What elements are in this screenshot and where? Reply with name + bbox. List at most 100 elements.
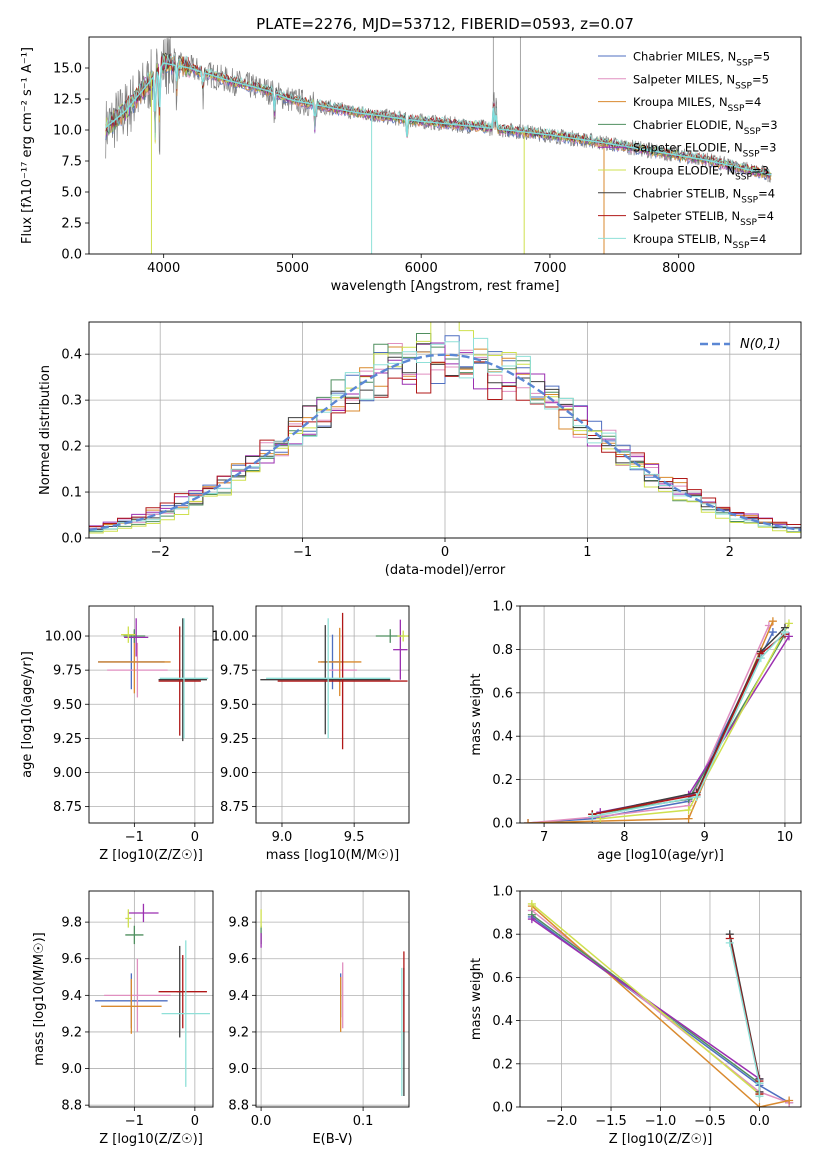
- y-tick-label: 0.4: [61, 348, 82, 363]
- weight-marker: [527, 915, 536, 924]
- weight-marker: [755, 1103, 764, 1107]
- x-axis-label: E(B-V): [312, 1132, 352, 1147]
- weight-line: [592, 631, 786, 818]
- y-tick-label: 8.75: [220, 800, 249, 815]
- y-tick-label: 9.6: [61, 952, 82, 967]
- figure-title: PLATE=2276, MJD=53712, FIBERID=0593, z=0…: [256, 15, 634, 33]
- y-tick-label: 5.0: [61, 186, 82, 201]
- legend-label: Kroupa STELIB, NSSP=4: [633, 232, 766, 251]
- y-tick-label: 0.8: [492, 643, 513, 658]
- x-axis-label: Z [log10(Z/Z☉)]: [99, 1132, 203, 1147]
- y-tick-label: 10.00: [212, 630, 249, 645]
- y-tick-label: 0.3: [61, 394, 82, 409]
- y-tick-label: 10.0: [53, 124, 82, 139]
- y-axis-label: mass weight: [469, 673, 484, 755]
- weight-marker: [784, 632, 793, 641]
- weight-marker: [755, 1079, 764, 1088]
- y-tick-label: 9.2: [61, 1025, 82, 1040]
- y-tick-label: 8.8: [61, 1099, 82, 1114]
- histogram-step: [89, 361, 801, 528]
- histogram-step: [89, 337, 801, 532]
- y-tick-label: 0.6: [492, 971, 513, 986]
- chart-spectrum: 4000 5000 6000 7000 8000 0.0 2.5 5.0 7.5 10.0 12.5…: [20, 36, 802, 294]
- axes-frame: [88, 890, 214, 1108]
- axes-frame: [519, 605, 802, 824]
- chart-age-vs-z: −1 0 8.75 9.00 9.25 9.50 9.75 10.00 Z [log10(Z/Z…: [20, 605, 214, 863]
- y-tick-label: 9.6: [228, 952, 249, 967]
- axes-frame: [88, 605, 214, 824]
- axes-frame: [88, 321, 802, 539]
- y-tick-label: 15.0: [53, 62, 82, 77]
- x-axis-label: Z [log10(Z/Z☉)]: [609, 1132, 713, 1147]
- weight-marker: [692, 792, 701, 801]
- weight-line: [592, 627, 786, 816]
- y-tick-label: 9.8: [228, 916, 249, 931]
- x-axis-label: mass [log10(M/M☉)]: [266, 848, 399, 863]
- x-tick-label: 0.1: [353, 1114, 374, 1129]
- y-tick-label: 0.1: [61, 486, 82, 501]
- plot-area: [98, 618, 209, 742]
- y-tick-label: 2.5: [61, 217, 82, 232]
- x-axis-label: wavelength [Angstrom, rest frame]: [331, 279, 560, 294]
- x-tick-label: −1: [293, 545, 312, 560]
- x-tick-label: 9: [701, 830, 709, 845]
- x-axis-label: age [log10(age/yr)]: [597, 848, 724, 863]
- model-spectrum-best: [105, 62, 772, 176]
- histogram-step: [89, 322, 801, 534]
- y-axis-label: mass weight: [469, 958, 484, 1040]
- x-tick-label: 7: [540, 830, 548, 845]
- weight-marker: [768, 628, 777, 637]
- x-tick-label: 6000: [405, 261, 438, 276]
- y-tick-label: 9.00: [53, 766, 82, 781]
- legend-label: Chabrier ELODIE, NSSP=3: [633, 118, 778, 137]
- x-tick-label: 9.5: [344, 830, 365, 845]
- x-tick-label: 5000: [276, 261, 309, 276]
- y-tick-label: 9.50: [53, 698, 82, 713]
- weight-marker: [784, 619, 793, 628]
- x-tick-label: 1: [583, 545, 591, 560]
- chart-weight-vs-z: −2.0 −1.5 −1.0 −0.5 0.0 0.0 0.2 0.4 0.6 0.8 1.0 Z […: [469, 885, 802, 1147]
- weight-marker: [785, 1096, 794, 1105]
- axes-frame: [255, 605, 410, 824]
- y-tick-label: 1.0: [492, 600, 513, 615]
- y-tick-label: 9.50: [220, 698, 249, 713]
- weight-marker: [684, 805, 693, 814]
- x-tick-label: 0: [191, 1114, 199, 1129]
- y-tick-label: 0.2: [492, 773, 513, 788]
- y-tick-label: 9.4: [228, 989, 249, 1004]
- y-tick-label: 0.2: [492, 1057, 513, 1072]
- y-tick-label: 7.5: [61, 155, 82, 170]
- x-tick-label: 8: [620, 830, 628, 845]
- weight-marker: [768, 617, 777, 626]
- plot-area: [527, 899, 794, 1107]
- x-tick-label: 0: [191, 830, 199, 845]
- y-tick-label: 9.25: [53, 732, 82, 747]
- histogram-legend: N(0,1): [700, 337, 781, 352]
- plot-area: [89, 322, 801, 534]
- y-tick-label: 0.0: [492, 1101, 513, 1116]
- y-tick-label: 0.0: [492, 817, 513, 832]
- x-tick-label: −1.5: [595, 1114, 627, 1129]
- x-tick-label: 0: [441, 545, 449, 560]
- legend-label: Chabrier STELIB, NSSP=4: [633, 186, 775, 205]
- x-tick-label: 2: [726, 545, 734, 560]
- weight-marker: [725, 938, 734, 947]
- x-tick-label: −2: [151, 545, 170, 560]
- weight-line: [531, 903, 760, 1095]
- legend-label: Salpeter STELIB, NSSP=4: [633, 209, 774, 228]
- axes-frame: [519, 890, 802, 1108]
- weight-marker: [684, 814, 693, 823]
- y-tick-label: 0.8: [492, 928, 513, 943]
- weight-marker: [596, 814, 605, 823]
- weight-line: [527, 625, 770, 823]
- y-tick-label: 9.0: [61, 1062, 82, 1077]
- y-tick-label: 9.00: [220, 766, 249, 781]
- y-tick-label: 0.0: [61, 532, 82, 547]
- y-tick-label: 9.8: [61, 916, 82, 931]
- y-tick-label: 10.00: [45, 630, 82, 645]
- plot-area: [260, 909, 405, 1097]
- legend-label: Chabrier MILES, NSSP=5: [633, 50, 770, 69]
- chart-mass-vs-ebv: 0.0 0.1 8.8 9.0 9.2 9.4 9.6 9.8 E(B-V): [228, 890, 410, 1147]
- x-tick-label: 10: [777, 830, 794, 845]
